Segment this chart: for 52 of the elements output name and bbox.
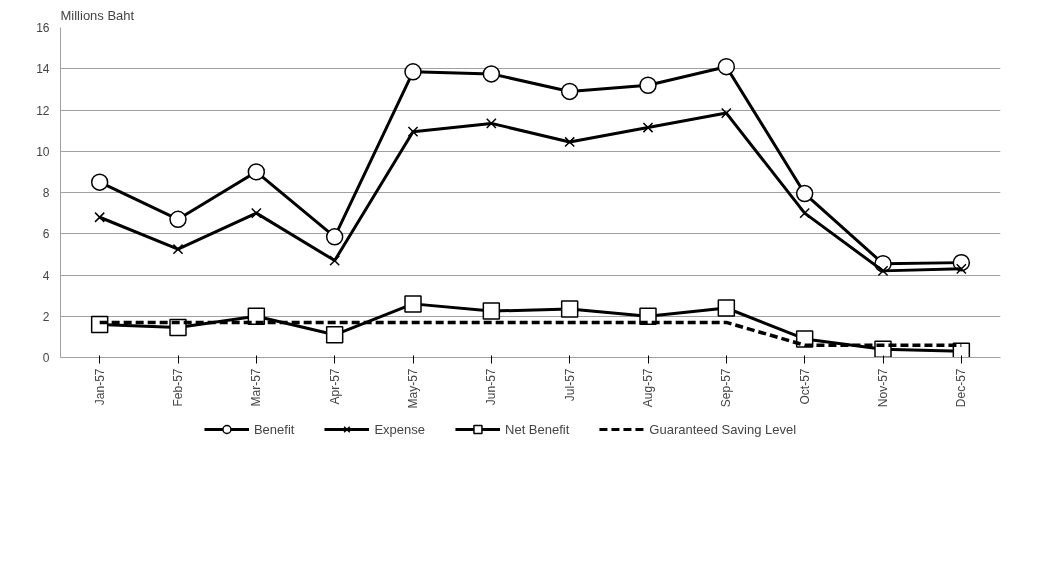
legend-label: Net Benefit: [505, 421, 570, 437]
x-tick-label: Oct-57: [797, 368, 812, 405]
y-tick-label: 6: [42, 227, 50, 242]
point: [325, 228, 344, 246]
legend-label: Benefit: [253, 421, 295, 437]
point: [172, 243, 184, 255]
x-tick-label: Jan-57: [92, 368, 107, 406]
y-tick-label: 10: [36, 144, 50, 159]
y-axis-title: Millions Baht: [60, 7, 135, 23]
point: [720, 107, 732, 119]
point: [560, 300, 579, 318]
x-tick-label: Aug-57: [641, 368, 655, 408]
point: [560, 82, 579, 101]
point: [94, 211, 106, 223]
point: [795, 184, 814, 203]
point: [169, 210, 187, 229]
point: [482, 302, 501, 320]
point: [564, 136, 576, 148]
point: [404, 295, 422, 313]
point: [250, 207, 262, 219]
point: [247, 163, 266, 181]
x-tick-label: Feb-57: [171, 368, 185, 407]
y-tick-label: 0: [42, 351, 50, 365]
point: [639, 76, 657, 94]
x-tick-label: Sep-57: [719, 368, 734, 408]
x-tick-label: Jul-57: [562, 368, 577, 402]
point: [877, 265, 889, 277]
y-tick-label: 16: [36, 21, 50, 35]
x-tick-label: Nov-57: [876, 368, 890, 408]
point: [404, 63, 422, 81]
point: [799, 207, 811, 219]
x-tick-label: Mar-57: [249, 368, 264, 407]
y-tick-label: 4: [42, 268, 50, 283]
y-tick-label: 2: [42, 309, 50, 324]
point: [717, 299, 736, 317]
legend-label: Expense: [374, 421, 426, 437]
x-tick-label: Dec-57: [954, 368, 969, 408]
x-tick-label: Apr-57: [327, 368, 342, 405]
x-tick-label: May-57: [406, 368, 420, 409]
point: [717, 57, 736, 76]
legend-label: Guaranteed Saving Level: [649, 421, 797, 437]
point: [329, 255, 341, 266]
x-tick-label: Jun-57: [484, 368, 499, 406]
y-tick-label: 8: [42, 186, 50, 200]
point: [90, 173, 109, 191]
point: [482, 65, 501, 83]
point: [642, 122, 654, 133]
y-tick-label: 12: [36, 103, 50, 118]
y-tick-label: 14: [36, 62, 50, 77]
point: [325, 326, 344, 344]
point: [485, 118, 497, 129]
point: [407, 126, 419, 137]
